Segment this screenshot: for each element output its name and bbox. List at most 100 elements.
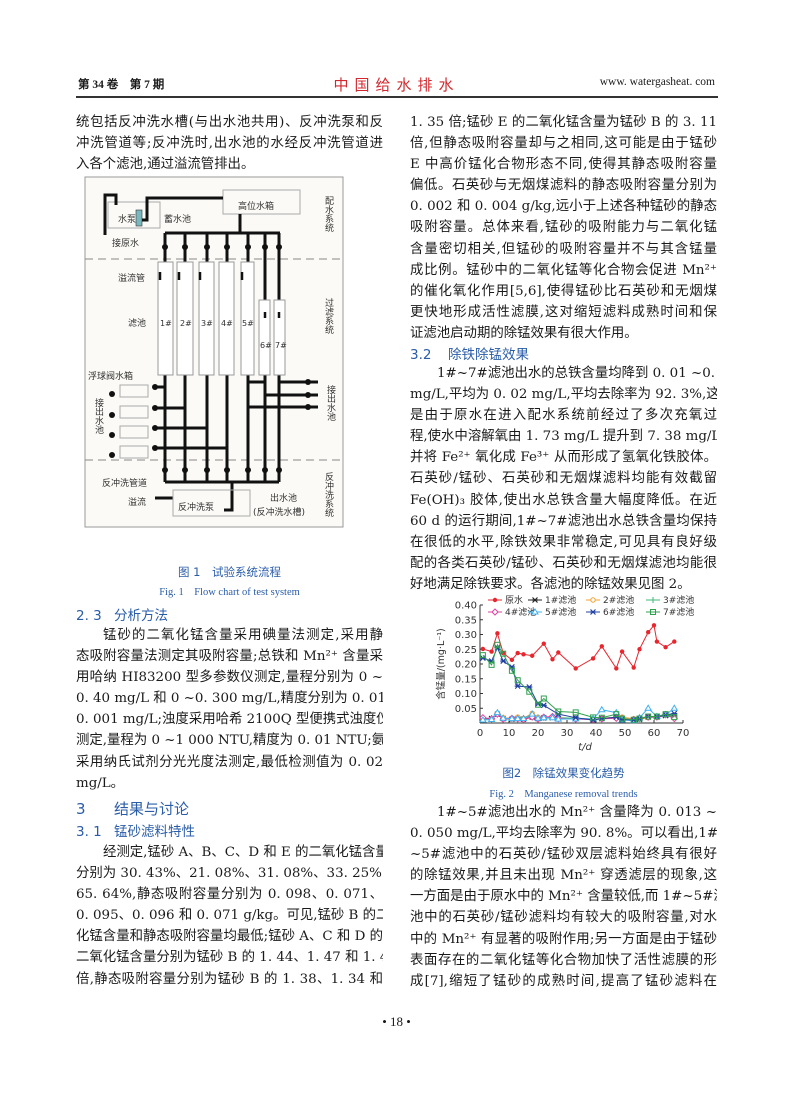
label-filter-3: 3# [201,319,213,328]
legend-marker [590,597,596,603]
data-point [619,649,625,654]
label-float-tank: 浮球阀水箱 [88,370,133,382]
text-line: 倍,但静态吸附容量却与之相同,这可能是由于锰砂 [410,136,717,152]
data-point [550,657,555,662]
data-point [631,665,636,670]
label-backwash-pump: 反冲洗泵 [178,501,214,513]
figure-2-caption-en: Fig. 2 Manganese removal trends [489,789,638,800]
y-tick-label: 0.15 [455,674,477,685]
y-tick-label: 0.30 [455,630,477,641]
legend-marker [650,609,656,615]
section-heading-3-2: 3.2 除铁除锰效果 [410,343,529,363]
text-line: 并将 Fe²⁺ 氧化成 Fe³⁺ 从而形成了氢氧化铁胶体。 [410,450,717,466]
data-point [480,646,486,652]
data-point [500,658,507,664]
data-point [654,639,660,644]
label-filter-6: 6# [260,341,272,350]
data-point [528,710,537,717]
data-point [662,711,669,718]
text-line: E 中高价锰化合物形态不同,使得其静态吸附容量 [410,157,717,173]
text-line: 倍,静态吸附容量分别为锰砂 B 的 1. 38、1. 34 和 [76,971,383,987]
data-point [500,650,507,657]
text-line: 石英砂/锰砂、石英砂和无烟煤滤料均能有效截留 [410,471,717,487]
x-tick-label: 70 [677,728,690,739]
text-line: 1#~5#滤池出水的 Mn²⁺ 含量降为 0. 013 ~ [437,805,717,820]
label-outlet-pool-sub: (反冲洗水槽) [253,506,305,518]
data-point [509,657,515,663]
text-line: Fe(OH)₃ 胶体,使出水总铁含量大幅度降低。在近 [410,492,717,508]
data-point [630,716,637,723]
text-line: 池中的石英砂/锰砂滤料均有较大的吸附容量,对水 [410,910,717,926]
data-point [614,666,619,671]
text-line: 冲洗管道等;反冲洗时,出水池的水经反冲洗管道进 [76,136,383,152]
label-overflow-pipe: 溢流管 [118,272,145,284]
data-point [554,715,563,722]
data-point [645,713,652,720]
data-point [534,714,542,721]
volume-issue: 第 34 卷 第 7 期 [78,79,165,91]
section-heading-3: 3 结果与讨论 [76,798,189,819]
data-point [521,652,526,657]
text-line: 在很低的水平,除铁效果非常稳定,可见具有良好级 [410,534,717,550]
figure-1-caption-cn: 图 1 试验系统流程 [178,565,281,579]
legend-marker [531,608,539,615]
journal-title: 中国给水排水 [333,76,460,94]
paragraph-system-intro: 统包括反冲洗水槽(与出水池共用)、反冲洗泵和反 冲洗管道等;反冲洗时,出水池的水经… [76,112,383,175]
label-sys-backwash: 反冲洗系统 [323,472,334,518]
y-tick-label: 0.10 [455,689,477,700]
data-point [644,704,653,711]
data-point [597,705,606,713]
label-filter-2: 2# [180,319,192,328]
legend-label: 5#滤池 [545,606,576,618]
section-title: 结果与讨论 [114,800,190,818]
text-line: 统包括反冲洗水槽(与出水池共用)、反冲洗泵和反 [76,115,383,130]
data-point [519,714,528,722]
data-point [508,714,516,722]
text-line: 0. 002 和 0. 004 g/kg,远小于上述各种锰砂的静态 [410,199,717,215]
figure-1-flow-chart: 水泵 蓄水池 接原水 高位水箱 溢流管 滤池 1# 2# 3# 4# 5# 6#… [60,170,350,550]
manganese-removal-chart: 0.05 0.10 0.15 0.20 0.25 0.30 0.35 0.40 0 10 20 30 4… [435,594,694,753]
section-number: 3.2 [410,347,432,363]
text-line: 是由于原水在进入配水系统前经过了多次充氧过 [410,408,717,424]
text-line: 1. 35 倍;锰砂 E 的二氧化锰含量为锰砂 B 的 3. 11 [410,115,717,130]
data-point [556,650,561,655]
text-line: 配的各类石英砂/锰砂、石英砂和无烟煤滤池均能很 [410,555,717,571]
data-point [598,714,605,721]
data-point [514,683,521,690]
text-line: 的催化氧化作用[5,6],使得锰砂比石英砂和无烟煤 [410,283,717,299]
x-tick-label: 0 [477,728,483,739]
y-axis-label: 含锰量/(mg·L⁻¹) [435,628,447,700]
data-point [539,713,548,721]
paragraph-adsorption-discussion: 1. 35 倍;锰砂 E 的二氧化锰含量为锰砂 B 的 3. 11 倍,但静态吸附… [410,112,717,344]
data-point [613,711,620,718]
journal-website: www. watergasheat. com [599,76,715,88]
text-line: 0. 050 mg/L,平均去除率为 90. 8%。可以看出,1# [410,826,717,842]
text-line: 偏低。石英砂与无烟煤滤料的静态吸附容量分别为 [410,178,717,194]
data-point [646,629,651,635]
label-sys-distribution: 配水系统 [323,196,334,233]
data-point [637,647,642,652]
text-line: 好地满足除铁要求。各滤池的除锰效果见图 2。 [410,576,691,592]
text-line: 二氧化锰含量分别为锰砂 B 的 1. 44、1. 47 和 1. 48 [76,950,383,966]
data-point [489,649,494,654]
data-point [488,661,495,668]
text-line: 成比例。锰砂中的二氧化锰等化合物会促进 Mn²⁺ [410,262,717,278]
data-point [508,667,515,674]
legend-label: 3#滤池 [663,594,694,606]
data-point [499,714,508,721]
data-point [526,684,533,690]
legend-marker [492,597,498,603]
data-point [487,715,496,722]
x-axis-label: t/d [578,742,592,753]
data-point [530,653,535,658]
x-tick-label: 40 [590,728,603,739]
figure-1-caption-en: Fig. 1 Flow chart of test system [159,587,300,598]
text-line: 0. 40 mg/L 和 0 ~0. 300 mg/L,精度分别为 0. 01 … [76,691,383,707]
label-to-outlet-left: 接出水池 [93,397,104,434]
data-point [495,631,500,636]
data-point [671,714,678,721]
data-point [479,716,487,723]
section-heading-3-1: 3. 1 锰砂滤料特性 [76,820,195,840]
label-filter-7: 7# [275,341,287,350]
header-rule [76,96,718,98]
